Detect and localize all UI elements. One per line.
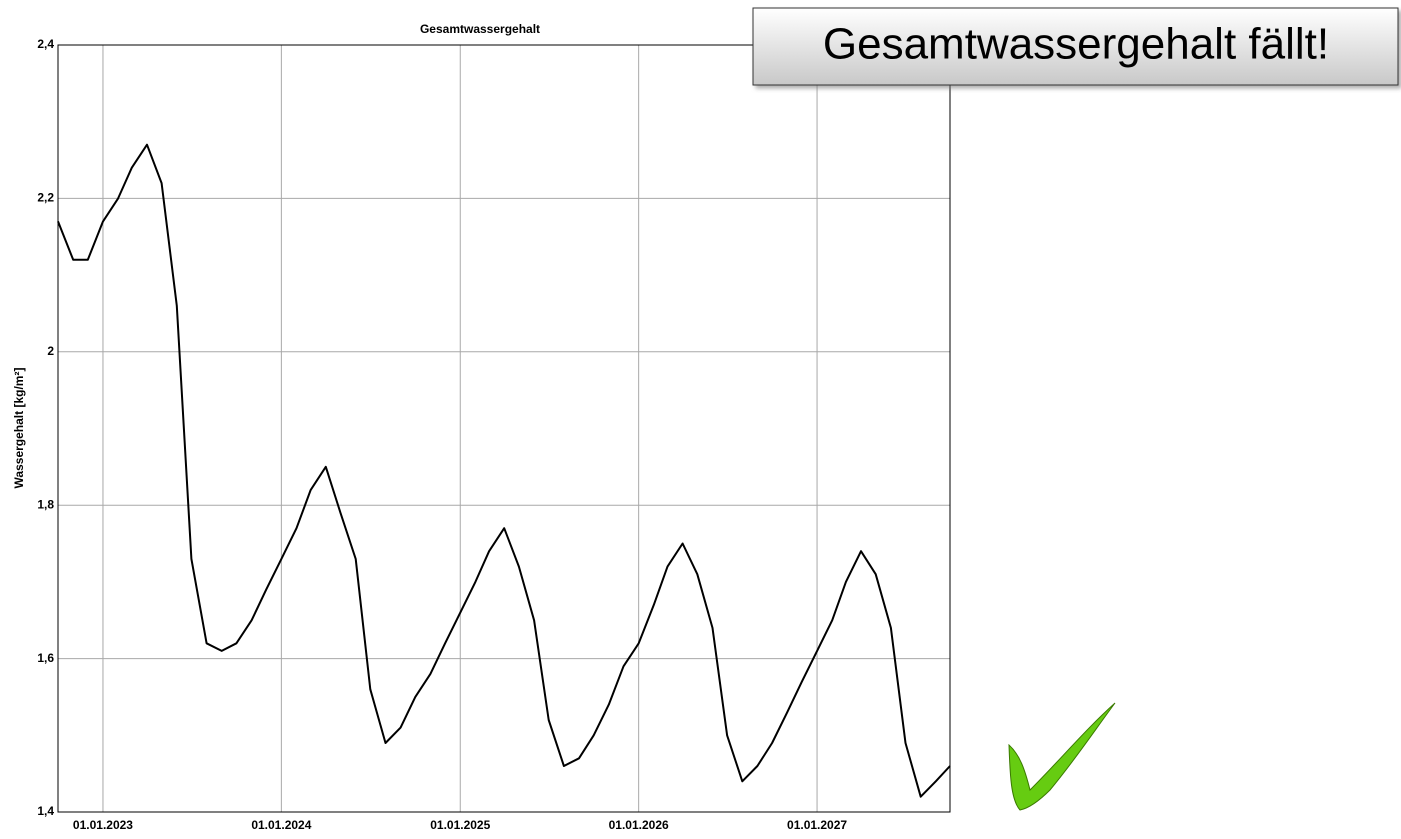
y-tick-label: 1,8	[37, 497, 54, 511]
x-tick-label: 01.01.2023	[73, 818, 133, 832]
callout-box	[752, 7, 1399, 86]
checkmark	[1008, 702, 1116, 811]
callout-text: Gesamtwassergehalt fällt!	[823, 20, 1329, 69]
plot-frame	[57, 44, 951, 813]
y-axis-label: Wassergehalt [kg/m²]	[12, 368, 26, 489]
x-tick-label: 01.01.2027	[787, 818, 847, 832]
x-tick-label: 01.01.2024	[251, 818, 311, 832]
x-tick-label: 01.01.2025	[430, 818, 490, 832]
grid	[58, 44, 950, 813]
chart-title: Gesamtwassergehalt	[420, 22, 540, 36]
data-line	[57, 143, 951, 798]
y-tick-label: 1,4	[37, 804, 54, 818]
x-tick-label: 01.01.2026	[609, 818, 669, 832]
y-tick-label: 1,6	[37, 651, 54, 665]
y-tick-label: 2,4	[37, 37, 54, 51]
y-tick-label: 2	[47, 344, 54, 358]
y-tick-label: 2,2	[37, 191, 54, 205]
